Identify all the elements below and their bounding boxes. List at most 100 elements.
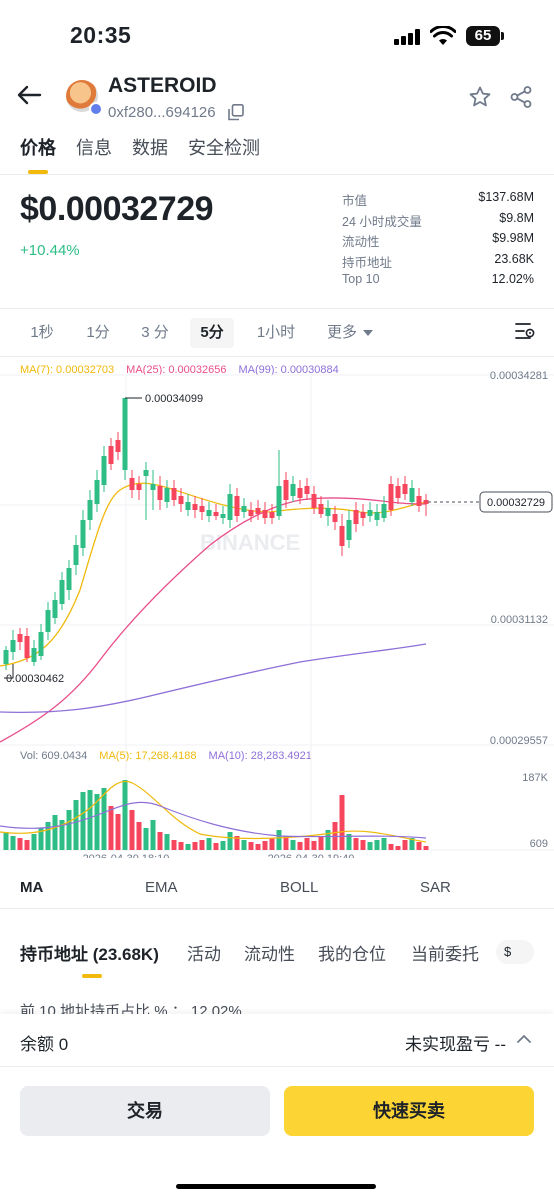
candle-body — [283, 480, 289, 500]
candle-body — [185, 502, 191, 510]
favorite-star-icon[interactable] — [468, 85, 492, 109]
tab-security[interactable]: 安全检测 — [188, 138, 260, 158]
volume-bar — [227, 832, 233, 850]
volume-bar — [157, 832, 163, 850]
candle-body — [31, 648, 37, 662]
status-time: 20:35 — [70, 22, 132, 48]
volume-bar — [164, 834, 170, 850]
volume-bar — [31, 834, 37, 850]
candle-body — [213, 512, 219, 516]
panel-divider — [0, 1066, 554, 1067]
interval-1s[interactable]: 1秒 — [30, 324, 54, 341]
home-indicator — [176, 1184, 376, 1189]
volume-axis-label: 187K — [522, 772, 548, 784]
volume-bar — [59, 820, 65, 850]
share-icon[interactable] — [509, 85, 533, 109]
stat-value: $137.68M — [478, 190, 534, 204]
chart-settings-icon[interactable] — [514, 320, 536, 342]
volume-bar — [346, 834, 352, 850]
candle-body — [3, 650, 9, 664]
volume-bar — [262, 841, 268, 850]
stat-label: 24 小时成交量 — [342, 214, 422, 229]
candle-body — [24, 636, 30, 658]
candle-body — [45, 610, 51, 632]
token-address[interactable]: 0xf280...694126 — [108, 104, 216, 121]
volume-bar — [255, 844, 261, 850]
stat-value: 23.68K — [494, 251, 534, 266]
holder-tab-indicator — [82, 974, 102, 978]
candlestick-chart[interactable]: BINANCE 0.00034281 0.00031132 0.00029557 18… — [0, 358, 554, 858]
volume-bar — [339, 795, 345, 850]
candle-body — [409, 488, 415, 502]
token-header: ASTEROID 0xf280...694126 — [0, 70, 554, 130]
candle-body — [122, 398, 128, 470]
wifi-icon — [430, 26, 456, 45]
ma99-legend: MA(99): 0.00030884 — [238, 364, 339, 376]
candle-body — [346, 520, 352, 540]
vol-ma10-line — [0, 801, 427, 839]
volume-bar — [94, 794, 100, 850]
trade-button[interactable]: 交易 — [20, 1086, 270, 1136]
volume-bar — [276, 830, 282, 850]
candle-body — [80, 520, 86, 548]
volume-bar — [402, 840, 408, 850]
volume-bar — [80, 792, 86, 850]
interval-1m[interactable]: 1分 — [86, 324, 110, 341]
candle-body — [150, 484, 156, 490]
token-stats: 市值 $137.68M 24 小时成交量 $9.8M 流动性 $9.98M 持币… — [342, 190, 534, 293]
tab-price[interactable]: 价格 — [20, 134, 56, 174]
indicator-ma[interactable]: MA — [20, 879, 44, 896]
stat-row-liquidity: 流动性 $9.98M — [342, 231, 534, 252]
interval-5m[interactable]: 5分 — [190, 318, 234, 348]
back-arrow-icon[interactable] — [16, 82, 42, 108]
indicator-tabs: MA EMA BOLL SAR — [0, 874, 554, 902]
candle-body — [164, 488, 170, 502]
volume-bar — [353, 838, 359, 850]
chart-grid — [0, 374, 554, 851]
unrealized-pnl[interactable]: 未实现盈亏 -- — [404, 1035, 506, 1054]
time-axis-label: 2026-04-30 18:10 — [83, 853, 170, 858]
candle-body — [325, 508, 331, 516]
volume-bar — [283, 836, 289, 850]
candle-body — [388, 484, 394, 510]
tab-holders[interactable]: 持币地址 (23.68K) — [20, 945, 159, 964]
volume-bar — [66, 810, 72, 850]
indicator-ema[interactable]: EMA — [145, 879, 178, 896]
main-tabs: 价格 信息 数据 安全检测 — [20, 134, 260, 174]
interval-1h[interactable]: 1小时 — [256, 324, 296, 341]
current-price-label: 0.00032729 — [487, 497, 545, 509]
balance: 余额 0 — [20, 1035, 69, 1054]
candle-body — [304, 486, 310, 494]
chevron-up-icon[interactable] — [516, 1033, 532, 1045]
volume-bar — [381, 838, 387, 850]
volume-bar — [38, 828, 44, 850]
currency-toggle[interactable]: $ — [496, 940, 534, 964]
volume-bar — [192, 842, 198, 850]
tab-open-orders[interactable]: 当前委托 — [411, 945, 479, 964]
volume-axis-label: 609 — [530, 838, 548, 850]
candle-body — [38, 632, 44, 656]
tab-liquidity[interactable]: 流动性 — [244, 945, 295, 964]
high-price-label: 0.00034099 — [145, 393, 203, 405]
interval-more[interactable]: 更多 — [318, 318, 382, 348]
quick-trade-button[interactable]: 快速买卖 — [284, 1086, 534, 1136]
volume-bar — [213, 843, 219, 850]
tab-data[interactable]: 数据 — [132, 138, 168, 158]
price-change: +10.44% — [20, 242, 80, 259]
candle-body — [66, 568, 72, 590]
candle-body — [423, 500, 429, 504]
tab-info[interactable]: 信息 — [76, 138, 112, 158]
candle-body — [73, 545, 79, 565]
volume-bar — [374, 840, 380, 850]
candle-body — [220, 514, 226, 518]
indicator-sar[interactable]: SAR — [420, 879, 451, 896]
indicator-boll[interactable]: BOLL — [280, 879, 319, 896]
volume-bar — [115, 814, 121, 850]
volume-bar — [360, 840, 366, 850]
cellular-signal-icon — [394, 29, 420, 45]
tab-my-position[interactable]: 我的仓位 — [318, 945, 386, 964]
tab-activity[interactable]: 活动 — [187, 945, 221, 964]
volume-bar — [108, 806, 114, 850]
interval-3m[interactable]: 3 分 — [141, 324, 169, 341]
copy-icon[interactable] — [228, 104, 244, 121]
